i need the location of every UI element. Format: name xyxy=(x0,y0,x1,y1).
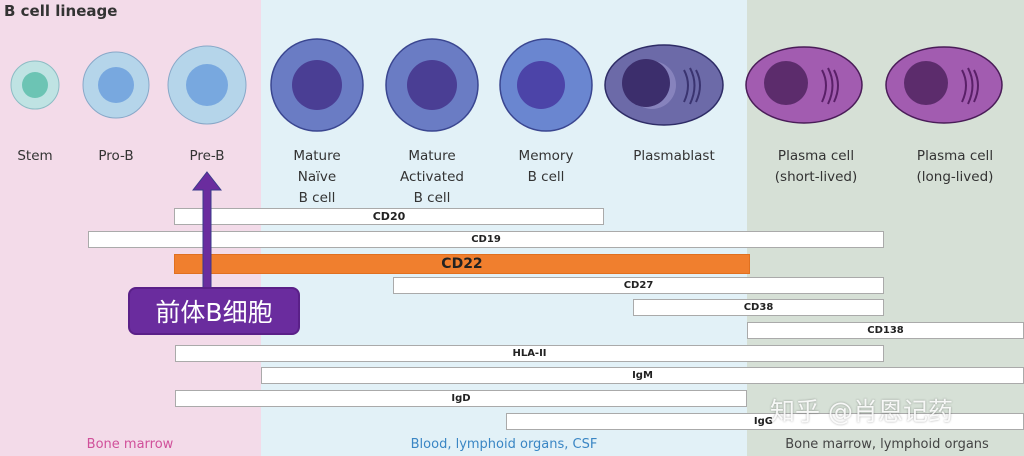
cell-label-mature-naive: Mature Naïve B cell xyxy=(293,148,341,206)
plasma-short-icon xyxy=(745,46,863,124)
cell-label-plasmablast: Plasmablast xyxy=(633,148,715,164)
marker-bar-hla-ii: HLA-II xyxy=(175,345,884,362)
pre-b-annotation: 前体B细胞 xyxy=(128,287,300,335)
marker-bar-igg: IgG xyxy=(506,413,1024,430)
marker-bar-cd138: CD138 xyxy=(747,322,1024,339)
marker-bar-igm: IgM xyxy=(261,367,1024,384)
marker-bar-cd19: CD19 xyxy=(88,231,884,248)
region-label-bone-marrow: Bone marrow xyxy=(86,437,174,452)
plasma-long-icon xyxy=(885,46,1003,124)
cell-label-plasma-short: Plasma cell (short-lived) xyxy=(774,148,858,185)
arrow-up-icon xyxy=(192,171,222,296)
watermark: 知乎 @肖恩记药 xyxy=(770,397,953,426)
mature-naive-cell-icon xyxy=(270,38,364,132)
marker-bar-cd22: CD22 xyxy=(174,254,750,274)
marker-bar-igd: IgD xyxy=(175,390,747,407)
plasmablast-icon xyxy=(604,44,724,126)
stem-cell-icon xyxy=(10,60,60,110)
pro-b-cell-icon xyxy=(82,51,150,119)
mature-activated-cell-icon xyxy=(385,38,479,132)
diagram-title: B cell lineage xyxy=(4,2,118,20)
marker-bar-cd27: CD27 xyxy=(393,277,884,294)
marker-bar-cd20: CD20 xyxy=(174,208,604,225)
cell-label-memory: Memory B cell xyxy=(518,148,574,185)
region-label-blood: Blood, lymphoid organs, CSF xyxy=(410,437,598,452)
cell-label-pre-b: Pre-B xyxy=(189,148,225,164)
cell-label-pro-b: Pro-B xyxy=(98,148,134,164)
marker-bar-cd38: CD38 xyxy=(633,299,884,316)
cell-label-plasma-long: Plasma cell (long-lived) xyxy=(916,148,994,185)
cell-label-mature-activated: Mature Activated B cell xyxy=(400,148,464,206)
cell-label-stem: Stem xyxy=(17,148,53,164)
region-label-bone-marrow-lymphoid: Bone marrow, lymphoid organs xyxy=(785,437,989,452)
memory-cell-icon xyxy=(499,38,593,132)
pre-b-cell-icon xyxy=(167,45,247,125)
cell-illustrations xyxy=(10,38,1003,132)
